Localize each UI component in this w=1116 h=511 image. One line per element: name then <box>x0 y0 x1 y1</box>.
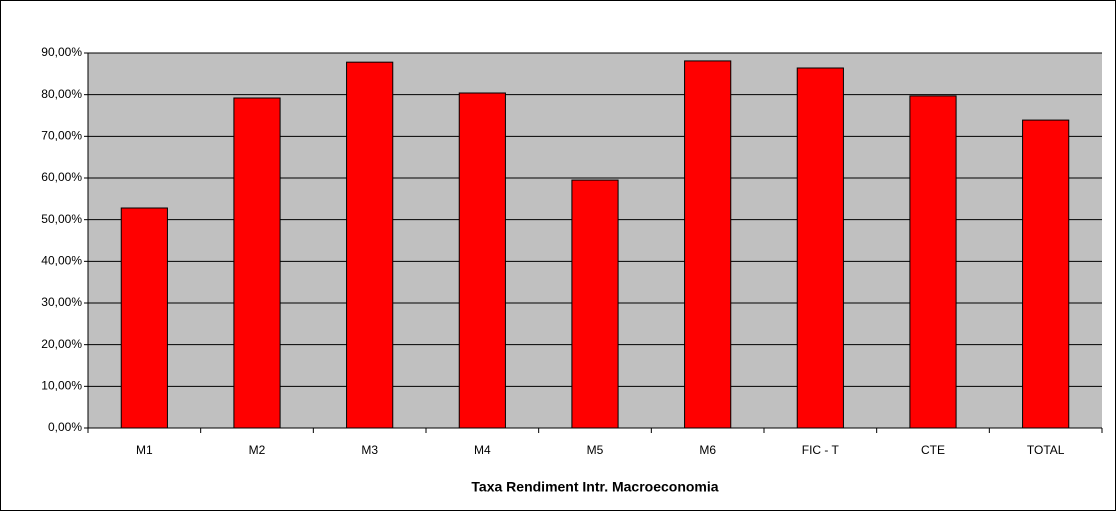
bar <box>684 60 732 429</box>
bar <box>1022 119 1070 429</box>
x-tick-label: TOTAL <box>1027 443 1065 457</box>
x-tick-label: CTE <box>921 443 945 457</box>
y-tick-label: 70,00% <box>41 129 82 143</box>
bar <box>233 97 281 429</box>
bar <box>120 207 168 429</box>
x-tick-label: M1 <box>136 443 153 457</box>
bar <box>796 67 844 429</box>
bar <box>346 61 394 429</box>
x-tick-label: M4 <box>474 443 491 457</box>
y-tick-label: 50,00% <box>41 212 82 226</box>
y-tick-label: 20,00% <box>41 337 82 351</box>
bar <box>458 92 506 429</box>
y-tick-label: 80,00% <box>41 87 82 101</box>
bar <box>571 179 619 429</box>
x-tick-label: FIC - T <box>802 443 840 457</box>
bar <box>909 95 957 429</box>
chart-title: Taxa Rendiment Intr. Macroeconomia <box>471 479 718 495</box>
y-tick-label: 60,00% <box>41 170 82 184</box>
y-tick-label: 0,00% <box>48 420 82 434</box>
x-tick-label: M5 <box>587 443 604 457</box>
x-tick-label: M3 <box>361 443 378 457</box>
y-tick-label: 30,00% <box>41 295 82 309</box>
y-tick-label: 10,00% <box>41 379 82 393</box>
y-tick-label: 40,00% <box>41 254 82 268</box>
y-tick-label: 90,00% <box>41 45 82 59</box>
x-tick-label: M2 <box>249 443 266 457</box>
x-tick-label: M6 <box>699 443 716 457</box>
